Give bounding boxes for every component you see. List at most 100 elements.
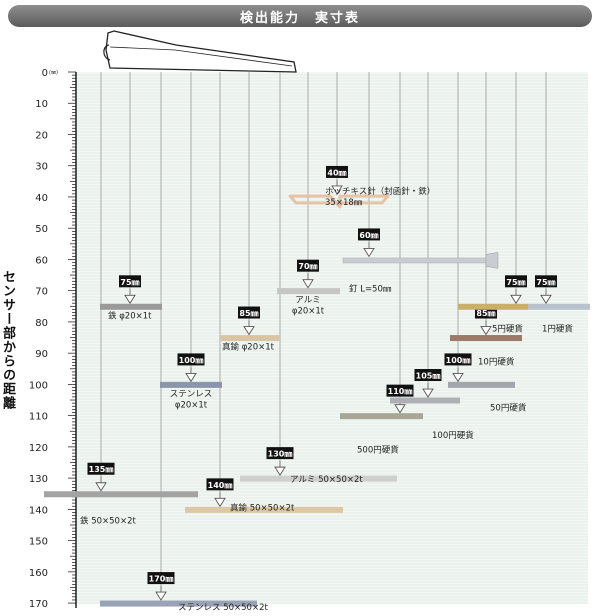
object-label: 100円硬貨 [432,430,474,441]
object-label: ステンレス [170,389,213,399]
value-badge-text: 170㎜ [149,575,174,584]
arrow-head [274,466,286,476]
chart-title: 検出能力 実寸表 [8,5,592,27]
y-tick-label: 130 [29,474,48,485]
object-bar [44,491,198,498]
object-label: 釘 L=50㎜ [349,283,392,294]
probe-edge [109,46,293,67]
y-tick-label: 60 [35,255,48,266]
value-badge-text: 130㎜ [268,450,293,459]
object-bar [390,397,460,404]
value-badge-text: 100㎜ [179,356,204,365]
arrow-head [510,294,522,305]
arrow-head [394,404,406,414]
value-badge-text: 110㎜ [388,387,413,396]
object-bar [100,600,257,607]
object-bar [100,303,162,310]
value-badge [414,369,442,382]
y-tick-label: 120 [29,443,48,454]
value-badge [87,462,115,475]
object-label: φ20×1t [175,400,208,410]
object-bar [160,381,222,388]
probe-body [105,30,297,73]
y-unit-label: (㎜) [49,70,58,76]
object-label: 真鍮 50×50×2t [230,502,295,513]
y-tick-label: 0 [42,68,48,79]
object-bar [528,303,590,310]
y-axis-label: センサー部からの距離 [0,270,15,410]
arrow-head [452,372,464,383]
value-badge [238,306,260,319]
object-label: 1円硬貨 [542,323,573,334]
object-bar [277,288,340,295]
value-badge [386,384,414,397]
guide-lines [100,72,547,598]
arrow-head [155,591,167,601]
object-label: 5円硬貨 [492,323,523,334]
value-badge-text: 100㎜ [446,356,471,365]
y-tick-label: 110 [29,412,48,423]
staple-shape [288,194,390,209]
y-tick-label: 170 [29,599,48,610]
sensor-probe-icon [103,30,297,73]
value-badge-text: 40㎜ [327,168,346,177]
arrow-head [480,326,492,336]
value-badge [326,165,348,178]
y-tick-label: 160 [29,568,48,579]
object-label: ホッチキス針（封函針・鉄） [325,186,435,197]
value-badge [444,353,472,366]
object-label: ステンレス 50×50×2t [178,603,268,613]
value-badge-text: 85㎜ [476,309,495,318]
y-tick-label: 50 [35,224,48,235]
value-badge [177,353,205,366]
value-badge [266,447,294,460]
arrow-head [331,185,343,195]
coin-500-mark: 110㎜ 500円硬貨 [340,384,423,456]
value-badge-text: 140㎜ [208,481,233,490]
coin-5-mark: 75㎜ 5円硬貨 [458,275,528,334]
y-tick-label: 80 [35,318,48,329]
object-bar [450,335,522,342]
object-label: アルミ 50×50×2t [290,475,363,485]
object-bar [240,475,397,482]
value-badge-text: 135㎜ [89,465,114,474]
value-badge [147,572,175,585]
value-badge-text: 75㎜ [120,278,139,287]
arrow-head [540,294,552,305]
object-bar [185,506,343,513]
nail-shaft [342,257,487,264]
arrow-head [422,388,434,398]
y-tick-label: 20 [35,130,48,141]
arrow-head [302,279,314,289]
object-label: 50円硬貨 [490,402,527,413]
object-label: 10円硬貨 [478,357,515,368]
object-label: 35×18㎜ [325,198,363,208]
arrow-head [243,326,255,336]
y-tick-label: 70 [35,287,48,298]
value-badge-text: 75㎜ [536,278,555,287]
object-label: 鉄 50×50×2t [80,516,136,527]
y-tick-label: 90 [35,349,48,360]
y-tick-label: 10 [35,99,48,110]
y-tick-label: 40 [35,193,48,204]
value-badge [297,259,319,272]
value-badge-text: 85㎜ [239,309,258,318]
y-tick-label: 150 [29,537,48,548]
object-bar [458,303,528,310]
value-badge [206,478,234,491]
value-badge-text: 70㎜ [298,262,317,271]
nail-head [485,252,499,269]
y-tick-label: 140 [29,505,48,516]
arrow-head [185,372,197,383]
object-label: 500円硬貨 [357,445,399,456]
arrow-head [214,497,226,508]
value-badge-text: 105㎜ [416,372,441,381]
object-bar [220,335,280,342]
